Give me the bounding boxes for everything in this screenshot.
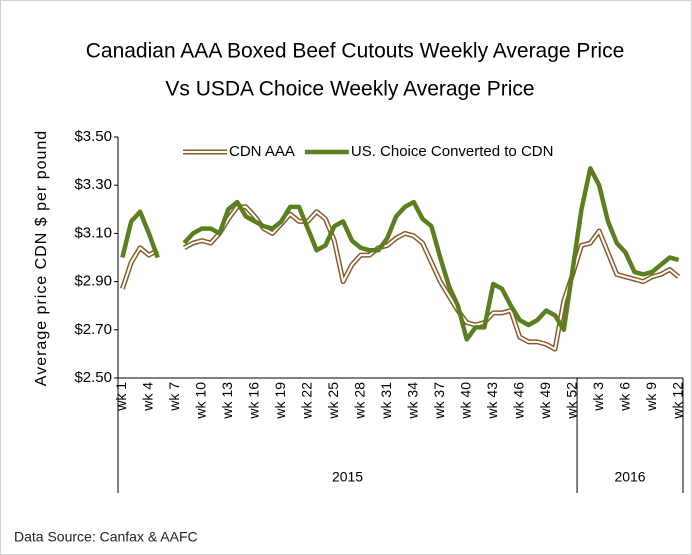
x-tick-label: wk 22 xyxy=(299,382,315,420)
line-series xyxy=(120,166,680,342)
x-tick-label: wk 46 xyxy=(510,382,526,420)
x-tick-label: wk 3 xyxy=(590,382,606,412)
x-tick-label: wk 25 xyxy=(325,382,341,420)
y-tick-label: $2.90 xyxy=(74,273,112,290)
x-tick-label: wk 19 xyxy=(272,382,288,420)
group-label: 2015 xyxy=(332,469,363,485)
x-tick-label: wk 40 xyxy=(457,382,473,420)
x-tick-label: wk 28 xyxy=(351,382,367,420)
x-tick-label: wk 9 xyxy=(643,382,659,412)
x-tick-label: wk 31 xyxy=(378,382,394,420)
y-tick-label: $2.50 xyxy=(74,369,112,386)
x-tick-label: wk 7 xyxy=(166,382,182,412)
y-tick-label: $2.70 xyxy=(74,321,112,338)
y-tick-label: $3.10 xyxy=(74,224,112,241)
legend-label: US. Choice Converted to CDN xyxy=(351,143,554,160)
x-tick-label: wk 52 xyxy=(563,382,579,420)
x-tick-label: wk 1 xyxy=(113,382,129,412)
x-tick-label: wk 6 xyxy=(616,382,632,412)
x-tick-label: wk 4 xyxy=(140,382,156,412)
x-tick-label: wk 10 xyxy=(193,382,209,420)
x-tick-label: wk 13 xyxy=(219,382,235,420)
line-series-inner xyxy=(121,205,680,351)
y-axis-title: Average price CDN $ per pound xyxy=(33,130,50,386)
source-note: Data Source: Canfax & AAFC xyxy=(14,529,198,545)
group-label: 2016 xyxy=(614,469,645,485)
x-tick-label: wk 37 xyxy=(431,382,447,420)
x-tick-label: wk 49 xyxy=(537,382,553,420)
chart-subtitle: Vs USDA Choice Weekly Average Price xyxy=(165,78,534,101)
chart-title: Canadian AAA Boxed Beef Cutouts Weekly A… xyxy=(86,40,625,63)
legend-label: CDN AAA xyxy=(229,143,295,160)
y-tick-label: $3.50 xyxy=(74,128,112,145)
x-tick-label: wk 12 xyxy=(669,382,685,420)
x-tick-label: wk 34 xyxy=(404,382,420,420)
x-tick-label: wk 16 xyxy=(246,382,262,420)
x-tick-label: wk 43 xyxy=(484,382,500,420)
y-tick-label: $3.30 xyxy=(74,176,112,193)
